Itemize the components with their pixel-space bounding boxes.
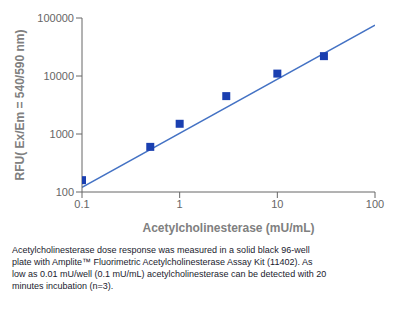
svg-text:10: 10 <box>271 198 283 210</box>
svg-text:100000: 100000 <box>37 12 74 24</box>
svg-text:100: 100 <box>366 198 384 210</box>
svg-text:1: 1 <box>177 198 183 210</box>
svg-text:1000: 1000 <box>50 128 74 140</box>
svg-text:100: 100 <box>56 186 74 198</box>
svg-text:0.1: 0.1 <box>74 198 89 210</box>
svg-text:10000: 10000 <box>43 70 74 82</box>
html-text:Acetylcholinesterase dose resp: Acetylcholinesterase dose response was m… <box>12 245 327 291</box>
svg-text:Acetylcholinesterase (mU/mL): Acetylcholinesterase (mU/mL) <box>142 221 314 235</box>
svg-text:RFU( Ex/Em = 540/590 nm): RFU( Ex/Em = 540/590 nm) <box>13 29 27 180</box>
